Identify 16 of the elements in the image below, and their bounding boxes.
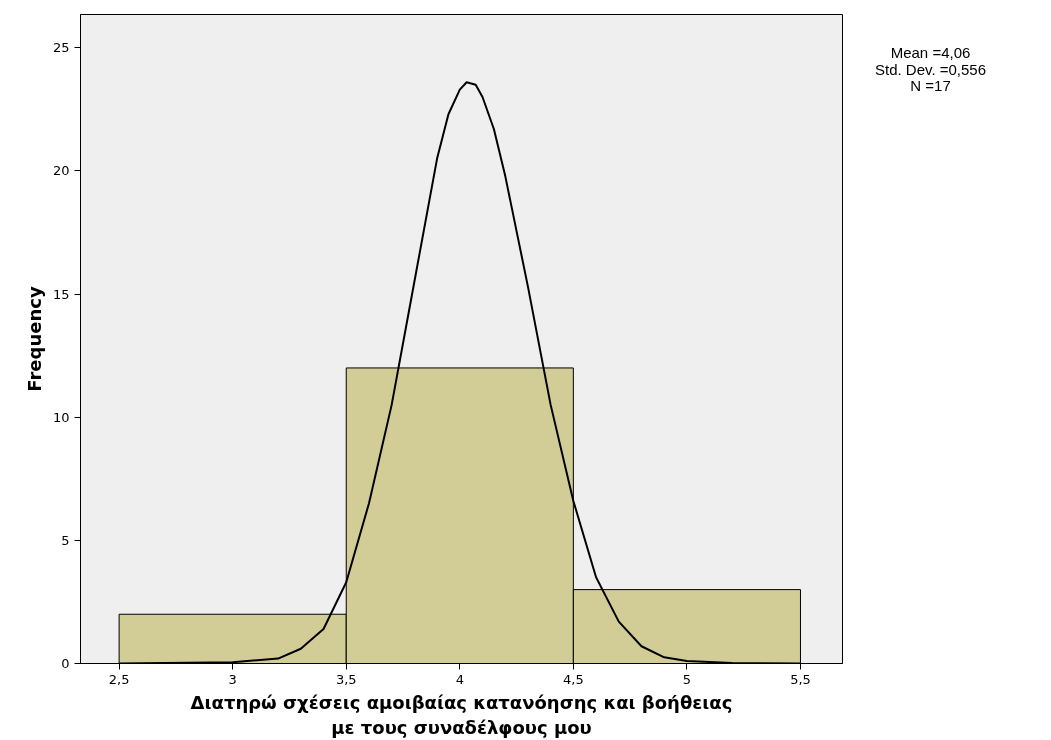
x-tick-label: 4: [455, 671, 464, 687]
x-axis-title: Διατηρώ σχέσεις αμοιβαίας κατανόησης και βοήθειας με τους συναδέλφους μου: [190, 691, 733, 738]
x-tick-label: 3: [228, 671, 237, 687]
y-tick-label: 10: [52, 409, 70, 425]
y-tick-label: 15: [52, 286, 70, 302]
y-axis-title: Frequency: [23, 286, 45, 392]
x-tick-label: 3,5: [335, 671, 357, 687]
y-tick-label: 25: [52, 40, 70, 56]
x-tick-label: 4,5: [563, 671, 584, 687]
x-tick-label: 5,5: [790, 671, 811, 687]
x-tick-label: 5: [682, 671, 692, 687]
text: Mean =4,06 Std. Dev. =0,556 N =17: [875, 44, 987, 95]
y-tick-label: 20: [52, 163, 70, 179]
x-tick-label: 2,5: [108, 671, 130, 687]
y-tick-label: 0: [61, 656, 70, 671]
y-tick-label: 5: [61, 532, 70, 548]
